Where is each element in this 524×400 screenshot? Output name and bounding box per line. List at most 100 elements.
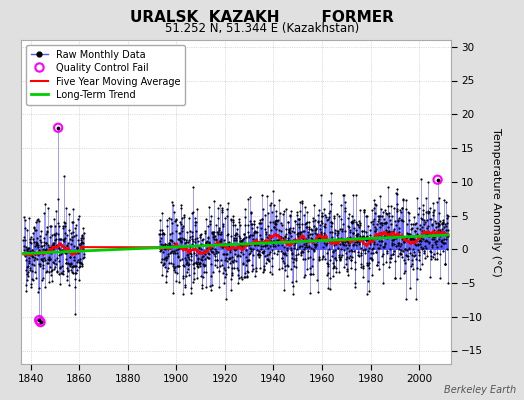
Point: [167, 249, 175, 255]
Point: [250, 228, 259, 234]
Point: [201, 228, 209, 234]
Point: [365, 236, 373, 242]
Point: [166, 249, 174, 256]
Point: [438, 237, 446, 243]
Point: [170, 265, 178, 272]
Point: [202, 240, 211, 246]
Point: [70, 262, 78, 269]
Point: [269, 188, 278, 194]
Point: [169, 262, 177, 269]
Point: [413, 225, 422, 231]
Point: [174, 245, 183, 251]
Point: [341, 205, 350, 211]
Point: [216, 231, 225, 237]
Point: [278, 258, 287, 264]
Point: [396, 251, 405, 258]
Point: [61, 256, 70, 262]
Point: [314, 231, 323, 238]
Point: [167, 244, 175, 250]
Point: [253, 247, 261, 254]
Point: [221, 267, 229, 273]
Point: [432, 238, 440, 244]
Point: [228, 219, 237, 225]
Point: [23, 246, 31, 253]
Point: [170, 208, 179, 215]
Point: [195, 244, 203, 250]
Point: [26, 267, 35, 273]
Point: [341, 239, 349, 245]
Point: [434, 223, 442, 230]
Point: [289, 291, 297, 297]
Point: [337, 253, 345, 260]
Point: [247, 220, 256, 227]
Point: [395, 215, 403, 222]
Point: [263, 234, 271, 240]
Point: [422, 225, 431, 232]
Point: [400, 238, 408, 244]
Point: [59, 225, 67, 232]
Point: [309, 256, 317, 262]
Point: [415, 205, 423, 212]
Point: [315, 257, 323, 264]
Point: [23, 277, 31, 284]
Point: [180, 214, 188, 221]
Point: [178, 228, 186, 234]
Point: [21, 282, 30, 288]
Point: [357, 252, 365, 258]
Point: [306, 254, 314, 261]
Point: [42, 228, 51, 234]
Point: [314, 254, 323, 260]
Point: [62, 273, 71, 279]
Point: [319, 234, 328, 240]
Point: [262, 238, 270, 244]
Point: [409, 221, 418, 227]
Point: [387, 220, 396, 227]
Point: [320, 229, 328, 236]
Point: [318, 256, 326, 262]
Point: [382, 226, 390, 233]
Point: [313, 231, 322, 237]
Point: [182, 236, 190, 243]
Point: [322, 239, 331, 246]
Point: [21, 250, 29, 256]
Point: [327, 218, 335, 225]
Point: [316, 228, 325, 235]
Point: [324, 270, 332, 276]
Point: [259, 250, 267, 256]
Point: [272, 239, 281, 246]
Point: [229, 259, 237, 265]
Point: [247, 209, 255, 215]
Point: [194, 258, 202, 265]
Point: [268, 271, 276, 277]
Point: [277, 248, 285, 254]
Point: [229, 222, 237, 228]
Point: [367, 257, 376, 264]
Point: [357, 238, 366, 245]
Point: [354, 222, 362, 228]
Point: [55, 252, 63, 258]
Point: [308, 246, 316, 252]
Point: [359, 264, 367, 271]
Point: [354, 237, 362, 243]
Point: [378, 260, 387, 267]
Point: [304, 232, 312, 238]
Point: [71, 225, 80, 231]
Point: [342, 242, 350, 248]
Point: [403, 234, 411, 241]
Point: [423, 238, 431, 244]
Point: [62, 205, 71, 211]
Point: [349, 219, 357, 226]
Point: [163, 217, 171, 223]
Point: [164, 264, 172, 271]
Point: [172, 243, 181, 250]
Point: [386, 252, 395, 258]
Point: [304, 248, 312, 255]
Point: [198, 253, 206, 260]
Point: [222, 258, 231, 264]
Point: [204, 235, 212, 242]
Point: [25, 257, 33, 264]
Point: [355, 234, 364, 241]
Point: [25, 255, 33, 261]
Point: [24, 263, 32, 270]
Point: [326, 257, 334, 264]
